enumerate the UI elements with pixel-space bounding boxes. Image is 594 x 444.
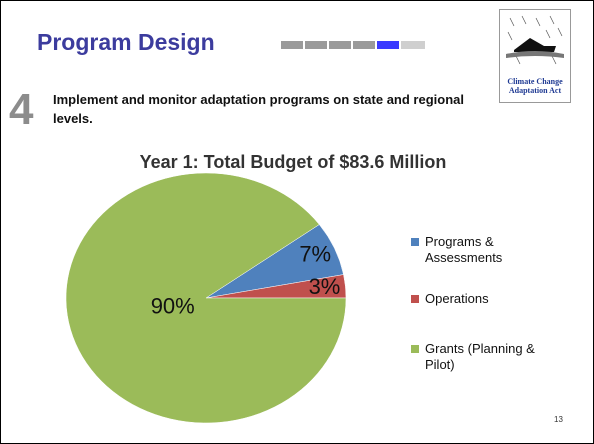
slide-title: Program Design xyxy=(37,29,215,56)
legend-item: Programs & Assessments xyxy=(411,234,541,266)
logo: Climate Change Adaptation Act xyxy=(499,9,571,103)
legend-label: Grants (Planning & Pilot) xyxy=(425,341,541,373)
step-number: 4 xyxy=(9,85,33,135)
logo-text: Climate Change Adaptation Act xyxy=(500,77,570,95)
legend-label: Operations xyxy=(425,291,541,307)
logo-image xyxy=(500,10,570,76)
step-description: Implement and monitor adaptation program… xyxy=(53,90,473,128)
legend-label: Programs & Assessments xyxy=(425,234,541,266)
data-label: 7% xyxy=(299,242,331,267)
title-decoration xyxy=(281,41,431,51)
legend-swatch xyxy=(411,345,419,353)
legend-swatch xyxy=(411,238,419,246)
legend-item: Operations xyxy=(411,291,541,307)
legend-item: Grants (Planning & Pilot) xyxy=(411,341,541,373)
slide: Program Design Climate Change Adaptation… xyxy=(0,0,594,444)
legend-swatch xyxy=(411,295,419,303)
data-label: 90% xyxy=(151,293,195,318)
chart-title: Year 1: Total Budget of $83.6 Million xyxy=(140,152,447,172)
data-label: 3% xyxy=(309,274,341,299)
page-number: 13 xyxy=(554,415,563,424)
pie-slice xyxy=(66,173,346,423)
